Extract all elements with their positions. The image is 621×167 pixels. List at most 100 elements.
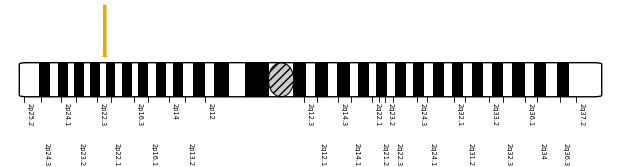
Bar: [148, 63, 156, 97]
Bar: [414, 63, 424, 97]
Bar: [156, 63, 166, 97]
Bar: [106, 63, 115, 97]
Text: 2p24.1: 2p24.1: [64, 103, 70, 126]
Bar: [512, 63, 525, 97]
Bar: [245, 63, 269, 97]
Bar: [193, 63, 205, 97]
Bar: [229, 63, 245, 97]
Text: 2p14: 2p14: [172, 103, 178, 120]
Bar: [58, 63, 68, 97]
Bar: [214, 63, 229, 97]
Bar: [525, 63, 533, 97]
Bar: [205, 63, 214, 97]
Bar: [328, 63, 337, 97]
Bar: [293, 63, 306, 97]
Bar: [50, 63, 58, 97]
Text: 2q24.3: 2q24.3: [420, 103, 425, 126]
Text: 2p16.3: 2p16.3: [137, 103, 142, 126]
Bar: [387, 63, 395, 97]
Bar: [471, 63, 483, 97]
Bar: [183, 63, 193, 97]
Bar: [229, 63, 245, 97]
Bar: [569, 63, 583, 97]
Bar: [350, 63, 358, 97]
FancyBboxPatch shape: [19, 63, 602, 97]
Bar: [376, 63, 387, 97]
Text: 2q21.2: 2q21.2: [381, 143, 387, 166]
Text: 2q32.3: 2q32.3: [505, 143, 511, 166]
Bar: [369, 63, 376, 97]
Bar: [138, 63, 148, 97]
Bar: [156, 63, 166, 97]
Ellipse shape: [268, 63, 294, 97]
Bar: [463, 63, 471, 97]
Bar: [58, 63, 68, 97]
Bar: [106, 63, 115, 97]
Bar: [74, 63, 84, 97]
Bar: [376, 63, 387, 97]
Text: 2p23.2: 2p23.2: [79, 143, 84, 166]
Bar: [132, 63, 138, 97]
Bar: [358, 63, 369, 97]
Bar: [433, 63, 445, 97]
Text: 2q34: 2q34: [539, 143, 545, 160]
Bar: [557, 63, 569, 97]
Bar: [533, 63, 546, 97]
Bar: [445, 63, 451, 97]
Text: 2p22.1: 2p22.1: [114, 143, 119, 166]
Bar: [173, 63, 183, 97]
Bar: [369, 63, 376, 97]
Bar: [306, 63, 315, 97]
Bar: [546, 63, 557, 97]
Bar: [492, 63, 503, 97]
Bar: [358, 63, 369, 97]
Bar: [337, 63, 350, 97]
Bar: [84, 63, 90, 97]
Bar: [193, 63, 205, 97]
Bar: [406, 63, 414, 97]
Bar: [245, 63, 269, 97]
Bar: [148, 63, 156, 97]
Bar: [483, 63, 492, 97]
Text: 2q14.3: 2q14.3: [341, 103, 347, 126]
Bar: [100, 63, 106, 97]
Bar: [483, 63, 492, 97]
Bar: [39, 63, 50, 97]
Bar: [414, 63, 424, 97]
Bar: [84, 63, 90, 97]
Text: 2p13.2: 2p13.2: [188, 143, 194, 166]
Bar: [205, 63, 214, 97]
Bar: [214, 63, 229, 97]
Text: 2q36.1: 2q36.1: [527, 103, 533, 126]
Bar: [166, 63, 173, 97]
Bar: [315, 63, 328, 97]
Bar: [74, 63, 84, 97]
Bar: [433, 63, 445, 97]
Text: 2p22.3: 2p22.3: [99, 103, 105, 126]
Text: 2p24.3: 2p24.3: [43, 143, 50, 166]
Bar: [138, 63, 148, 97]
Text: 2q22.3: 2q22.3: [396, 143, 401, 166]
Bar: [583, 63, 602, 97]
Bar: [451, 63, 463, 97]
Bar: [424, 63, 433, 97]
Bar: [122, 63, 132, 97]
Bar: [68, 63, 74, 97]
Bar: [173, 63, 183, 97]
Ellipse shape: [268, 63, 294, 97]
Bar: [350, 63, 358, 97]
Text: 2p12: 2p12: [207, 103, 214, 120]
Bar: [50, 63, 58, 97]
Bar: [337, 63, 350, 97]
Text: 2q32.1: 2q32.1: [456, 103, 463, 126]
Text: 2q12.1: 2q12.1: [319, 143, 325, 166]
Text: 2q14.1: 2q14.1: [354, 143, 360, 166]
Bar: [503, 63, 512, 97]
Text: 2q36.3: 2q36.3: [563, 143, 569, 166]
Bar: [115, 63, 122, 97]
Text: 2q23.2: 2q23.2: [388, 103, 393, 126]
Text: 2q12.3: 2q12.3: [307, 103, 313, 126]
Bar: [132, 63, 138, 97]
Bar: [387, 63, 395, 97]
Bar: [406, 63, 414, 97]
